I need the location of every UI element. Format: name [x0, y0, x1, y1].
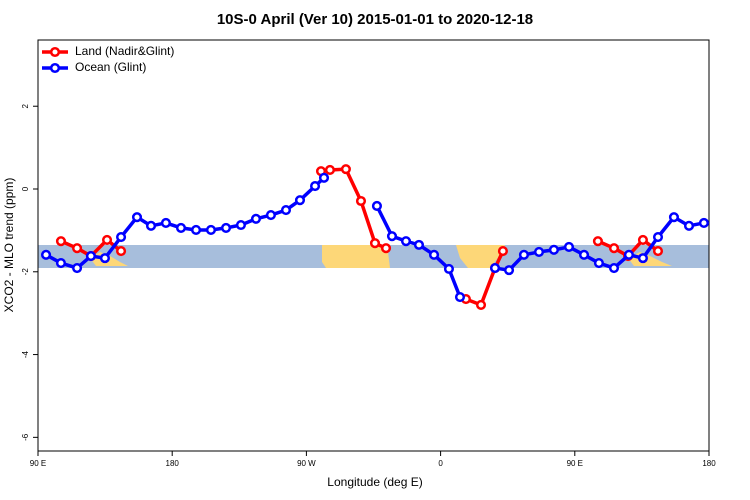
data-point [220, 222, 232, 233]
y-tick-label: -2 [21, 268, 30, 276]
x-tick-label: 180 [702, 459, 716, 468]
land-patch [322, 245, 390, 268]
data-point [294, 195, 306, 206]
data-point [428, 249, 440, 260]
data-point [131, 212, 143, 223]
data-point [518, 249, 530, 260]
data-point [85, 251, 96, 262]
data-point [503, 265, 515, 276]
series-line [45, 176, 705, 298]
series-line [60, 167, 660, 307]
y-tick-label: 0 [21, 186, 30, 191]
data-point [191, 224, 202, 236]
data-point [340, 164, 351, 175]
data-point [318, 172, 330, 183]
land-patch [456, 245, 505, 268]
data-point [698, 217, 709, 228]
data-point [497, 246, 508, 257]
data-point [99, 253, 111, 264]
y-tick-label: -6 [21, 433, 30, 441]
data-point [324, 164, 336, 176]
data-point [280, 205, 292, 216]
data-point [413, 239, 425, 250]
data-point [145, 220, 157, 231]
x-axis-label: Longitude (deg E) [327, 475, 422, 489]
data-point [55, 236, 67, 247]
x-tick-label: 90 E [567, 459, 583, 468]
x-tick-label: 90 E [30, 459, 46, 468]
data-point [250, 213, 262, 224]
data-point [489, 263, 501, 274]
data-point [623, 249, 634, 260]
x-tick-label: 0 [438, 459, 443, 468]
data-point [380, 243, 392, 254]
data-point [563, 241, 575, 252]
data-point [652, 246, 664, 257]
x-tick-label: 180 [166, 459, 180, 468]
legend-label: Ocean (Glint) [75, 60, 146, 74]
data-point [400, 236, 412, 247]
data-point [443, 263, 455, 274]
legend-marker [49, 46, 61, 58]
data-point [309, 181, 321, 192]
data-point [369, 238, 381, 249]
legend-marker [49, 62, 61, 74]
legend-label: Land (Nadir&Glint) [75, 44, 174, 58]
data-point [533, 246, 545, 257]
data-point [72, 263, 83, 274]
data-point [683, 220, 695, 231]
data-point [637, 253, 648, 264]
data-point [593, 258, 605, 269]
data-point [608, 263, 620, 274]
data-point [101, 234, 113, 245]
y-axis-label: XCO2 - MLO trend (ppm) [2, 178, 16, 313]
data-point [160, 217, 171, 228]
data-point [175, 222, 187, 233]
data-point [116, 246, 127, 257]
data-point [371, 200, 382, 212]
data-point [454, 291, 466, 303]
x-tick-label: 90 W [297, 459, 316, 468]
data-point [41, 249, 52, 260]
chart-title: 10S-0 April (Ver 10) 2015-01-01 to 2020-… [217, 11, 533, 28]
data-point [205, 224, 217, 236]
data-point [355, 195, 367, 207]
y-tick-label: 2 [21, 103, 30, 108]
plot-frame [37, 39, 710, 452]
data-point [72, 243, 83, 254]
data-point [475, 299, 487, 310]
data-point [578, 249, 590, 260]
data-point [235, 219, 246, 231]
data-point [265, 210, 276, 221]
data-point [608, 243, 620, 254]
data-point [668, 212, 680, 223]
data-point [55, 258, 67, 269]
data-point [592, 236, 603, 247]
data-point [386, 231, 398, 242]
y-tick-label: -4 [21, 350, 30, 358]
data-point [548, 244, 559, 255]
data-point [116, 231, 127, 243]
data-point [652, 231, 664, 243]
data-point [637, 234, 648, 245]
